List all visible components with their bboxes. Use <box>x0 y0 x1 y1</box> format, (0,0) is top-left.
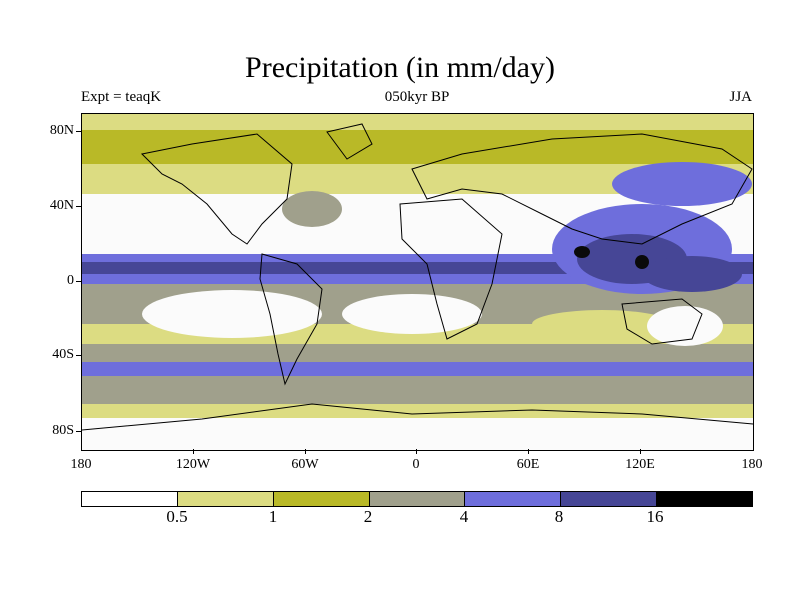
colorbar-label-1: 1 <box>268 507 278 526</box>
lon-tick-60w: 60W <box>291 457 319 472</box>
wet-maritime-continent <box>642 256 742 292</box>
colorbar-segment-2 <box>177 492 274 506</box>
map-title: Precipitation (in mm/day) <box>245 51 555 84</box>
coast-greenland <box>326 123 373 160</box>
wet-gulf-stream <box>282 191 342 227</box>
lat-tickmark-80n <box>76 131 81 132</box>
lon-tickmark-120w <box>193 449 194 454</box>
wet-bay-of-bengal <box>574 246 590 258</box>
lat-tick-40s: 40S <box>52 347 74 362</box>
colorbar-segment-3 <box>273 492 370 506</box>
colorbar-segment-5 <box>465 492 562 506</box>
lon-tickmark-0 <box>416 449 417 454</box>
coast-eurasia <box>411 133 753 245</box>
map-canvas <box>82 114 753 450</box>
dry-atlantic-s <box>342 294 482 334</box>
colorbar-segment-4 <box>369 492 466 506</box>
band-arctic <box>82 114 753 130</box>
colorbar-label-16: 16 <box>646 507 664 526</box>
coast-australia <box>621 298 703 345</box>
lon-tick-0: 0 <box>412 457 420 472</box>
colorbar-segment-6 <box>561 492 658 506</box>
band-storm-track <box>82 362 753 376</box>
band-antarctic-coast <box>82 404 753 418</box>
lat-tickmark-0 <box>76 281 81 282</box>
lon-tickmark-60e <box>528 449 529 454</box>
lat-tick-80s: 80S <box>52 423 74 438</box>
colorbar-segment-7 <box>657 492 753 506</box>
colorbar-label-4: 4 <box>459 507 469 526</box>
colorbar-label-0-5: 0.5 <box>166 507 188 526</box>
lat-tick-40n: 40N <box>49 198 74 213</box>
season-label: JJA <box>729 89 752 105</box>
colorbar-label-2: 2 <box>363 507 373 526</box>
colorbar-segment-1 <box>82 492 178 506</box>
lon-tick-120w: 120W <box>175 457 211 472</box>
lon-tick-60e: 60E <box>516 457 540 472</box>
experiment-label: Expt = teaqK <box>81 89 162 105</box>
band-north-mid <box>82 130 753 164</box>
lat-tick-0: 0 <box>67 273 74 288</box>
lat-tickmark-80s <box>76 431 81 432</box>
lat-tickmark-40n <box>76 206 81 207</box>
lon-tickmark-120e <box>640 449 641 454</box>
lat-tick-80n: 80N <box>49 123 74 138</box>
dry-australia <box>647 306 723 346</box>
coast-antarctica <box>82 403 753 431</box>
lon-tick-180e: 180 <box>741 457 763 472</box>
coast-africa <box>399 198 503 340</box>
lon-tick-120e: 120E <box>625 457 655 472</box>
wet-west-pacific <box>635 255 649 269</box>
band-antarctica <box>82 418 753 450</box>
lon-tick-180w: 180 <box>70 457 92 472</box>
lon-tickmark-60w <box>305 449 306 454</box>
colorbar-label-8: 8 <box>554 507 564 526</box>
lat-tickmark-40s <box>76 355 81 356</box>
period-label: 050kyr BP <box>384 89 450 105</box>
colorbar <box>81 491 753 507</box>
wet-nw-pacific <box>612 162 752 206</box>
coast-north-america <box>140 133 293 245</box>
coast-south-america <box>259 253 323 386</box>
dry-indian-s <box>532 310 672 338</box>
coastlines <box>82 123 753 431</box>
precipitation-map <box>81 113 754 451</box>
dry-pacific-se <box>142 290 322 338</box>
